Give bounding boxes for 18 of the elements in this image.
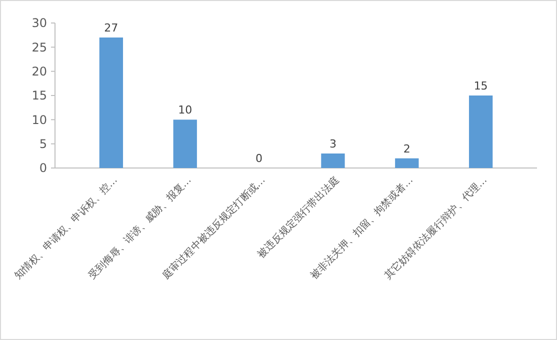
data-label: 15 [474,80,488,92]
y-tick-label: 0 [39,161,47,176]
bar [99,38,124,168]
bar [395,158,419,168]
y-tick-label: 15 [32,88,47,103]
y-tick-label: 10 [32,112,47,127]
bar [468,96,493,168]
y-tick-label: 5 [39,137,47,152]
data-label: 3 [329,138,336,150]
y-tick-label: 20 [32,64,47,79]
bar [321,154,345,168]
y-tick-label: 25 [32,40,47,54]
data-label: 27 [104,22,118,34]
y-tick-label: 30 [32,16,47,30]
data-label: 10 [178,104,192,117]
data-label: 2 [403,142,410,156]
bar [173,120,197,168]
data-label: 0 [256,152,263,165]
